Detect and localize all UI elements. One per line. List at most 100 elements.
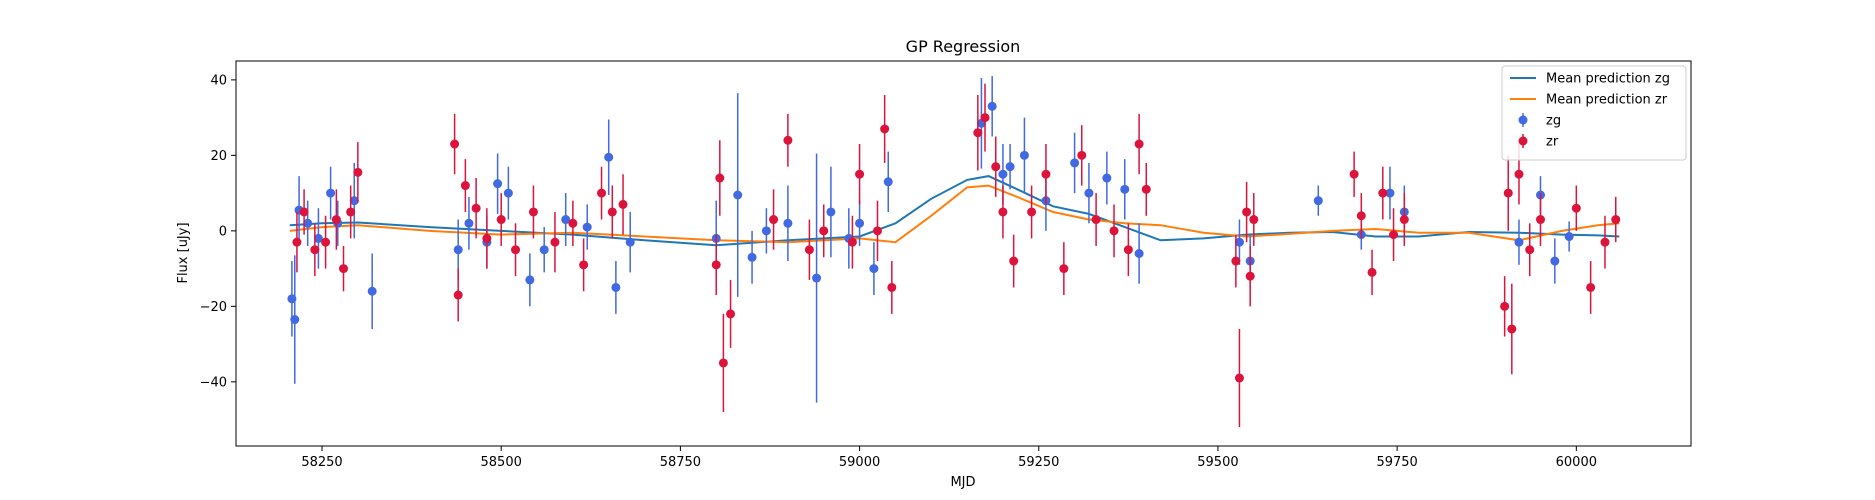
legend-label-1: Mean prediction zr: [1546, 93, 1668, 108]
data-point-3-69: [1611, 215, 1621, 225]
data-point-2-16: [561, 215, 571, 225]
data-point-2-3: [303, 218, 313, 228]
data-point-3-44: [1091, 215, 1101, 225]
data-point-3-35: [973, 128, 983, 138]
data-point-3-47: [1134, 139, 1144, 149]
data-point-2-40: [1102, 173, 1112, 183]
data-point-3-9: [453, 290, 463, 300]
data-point-2-27: [826, 207, 836, 217]
x-tick-label-4: 59250: [1018, 455, 1059, 470]
data-point-3-38: [998, 207, 1008, 217]
data-point-3-21: [618, 199, 628, 209]
data-point-2-19: [611, 282, 621, 292]
data-point-3-36: [980, 113, 990, 123]
data-point-2-5: [326, 188, 336, 198]
data-point-2-1: [290, 315, 300, 325]
legend-swatch-2: [1518, 115, 1528, 125]
data-point-3-46: [1123, 245, 1133, 255]
data-point-2-24: [761, 226, 771, 236]
data-point-3-16: [550, 237, 560, 247]
data-point-2-18: [604, 152, 614, 162]
plot-area: [287, 76, 1621, 428]
data-point-3-54: [1349, 169, 1359, 179]
y-tick-label-4: 40: [210, 73, 227, 88]
data-point-3-24: [718, 358, 728, 368]
data-point-2-13: [503, 188, 513, 198]
data-point-3-20: [607, 207, 617, 217]
data-point-3-23: [715, 173, 725, 183]
data-point-3-19: [597, 188, 607, 198]
data-point-3-11: [471, 203, 481, 213]
legend-label-0: Mean prediction zg: [1546, 72, 1670, 87]
legend-label-2: zg: [1546, 114, 1561, 129]
x-tick-label-6: 59750: [1376, 455, 1417, 470]
data-point-2-4: [313, 233, 323, 243]
data-point-2-29: [855, 218, 865, 228]
x-tick-label-5: 59500: [1197, 455, 1238, 470]
data-point-3-61: [1503, 188, 1513, 198]
data-point-2-31: [883, 177, 893, 187]
data-point-2-42: [1134, 249, 1144, 258]
data-point-3-15: [528, 207, 538, 217]
data-point-3-34: [887, 282, 897, 292]
data-point-3-4: [331, 215, 341, 225]
data-point-2-26: [812, 273, 822, 283]
data-point-3-3: [321, 237, 331, 247]
data-point-3-48: [1141, 184, 1151, 194]
data-point-3-45: [1109, 226, 1119, 236]
x-tick-label-2: 58750: [660, 455, 701, 470]
data-point-3-65: [1535, 215, 1545, 225]
data-point-3-43: [1077, 150, 1087, 160]
data-point-2-8: [367, 286, 377, 296]
legend-box: [1501, 65, 1687, 161]
series-line-1: [289, 184, 1620, 244]
data-point-2-7: [349, 196, 359, 206]
data-point-2-20: [625, 237, 635, 247]
y-tick-label-0: −40: [200, 375, 227, 390]
data-point-2-12: [493, 179, 503, 189]
data-point-3-17: [568, 218, 578, 228]
data-point-2-25: [783, 218, 793, 228]
data-point-3-62: [1507, 324, 1517, 334]
chart-title: GP Regression: [906, 37, 1021, 56]
x-tick-label-7: 60000: [1556, 455, 1597, 470]
legend-label-3: zr: [1546, 135, 1559, 150]
data-point-2-22: [733, 190, 743, 200]
data-point-3-67: [1586, 282, 1596, 292]
data-point-3-49: [1231, 256, 1241, 266]
data-point-3-64: [1525, 245, 1535, 255]
data-point-2-15: [539, 245, 549, 255]
data-point-3-5: [339, 264, 349, 274]
legend: Mean prediction zg Mean prediction zr zg zr: [1501, 65, 1687, 161]
data-point-3-13: [496, 215, 506, 225]
x-axis-label: MJD: [950, 475, 975, 490]
data-point-3-55: [1356, 211, 1366, 221]
data-point-3-8: [450, 139, 460, 149]
data-point-2-17: [582, 222, 592, 232]
data-point-3-40: [1027, 207, 1037, 217]
plot-frame: [235, 60, 1692, 447]
data-point-3-31: [855, 169, 865, 179]
data-point-2-10: [464, 218, 474, 228]
data-point-3-39: [1009, 256, 1019, 266]
y-tick-label-1: −20: [200, 300, 227, 315]
data-point-3-33: [880, 124, 890, 134]
data-point-3-56: [1367, 267, 1377, 277]
data-point-3-22: [711, 260, 721, 270]
data-point-3-52: [1245, 271, 1255, 281]
data-point-3-59: [1399, 215, 1409, 225]
data-point-3-41: [1041, 169, 1051, 179]
data-point-2-23: [747, 252, 757, 262]
data-point-2-41: [1120, 184, 1130, 194]
data-point-2-45: [1313, 196, 1323, 206]
x-axis: 58250 58500 58750 59000 59250 59500 59750 60000: [301, 446, 1597, 470]
data-point-3-26: [769, 215, 779, 225]
data-point-3-66: [1571, 203, 1581, 213]
data-point-2-43: [1234, 237, 1244, 247]
data-point-3-53: [1249, 215, 1259, 225]
data-point-2-38: [1070, 158, 1080, 168]
data-point-2-52: [1564, 232, 1574, 242]
data-point-2-51: [1550, 256, 1560, 266]
data-point-3-58: [1389, 230, 1399, 240]
